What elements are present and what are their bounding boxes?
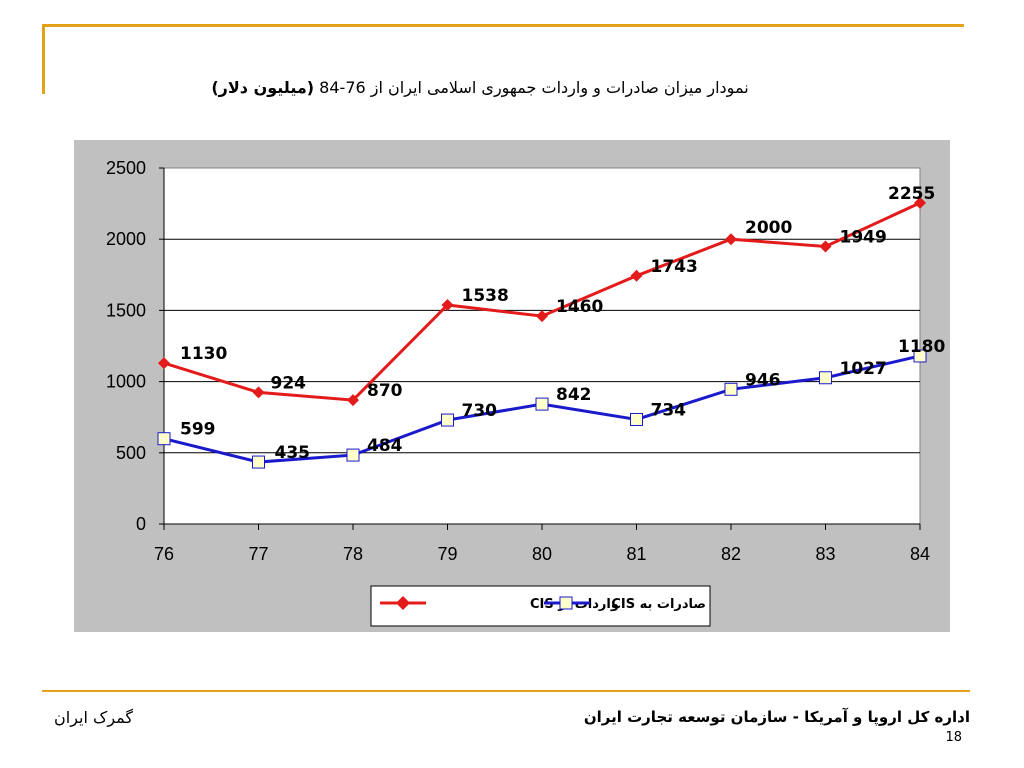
page-number: 18 (945, 730, 962, 745)
data-point-imports (536, 310, 548, 323)
x-tick-label: 81 (626, 544, 646, 564)
y-tick-label: 1500 (106, 300, 146, 320)
y-tick-label: 0 (136, 514, 146, 534)
data-label: 870 (367, 381, 403, 401)
data-point-exports (441, 413, 454, 427)
data-label: 730 (462, 401, 498, 421)
legend-marker-exports (559, 596, 573, 610)
x-tick-label: 84 (910, 544, 930, 564)
data-label: 2000 (745, 218, 792, 238)
data-point-imports (252, 386, 265, 399)
legend-marker-imports (396, 596, 410, 610)
x-tick-label: 78 (343, 544, 363, 564)
data-label: 484 (367, 436, 403, 456)
footer-department: اداره کل اروپا و آمریکا - سازمان توسعه ت… (583, 708, 970, 726)
data-point-imports (630, 269, 643, 282)
data-label: 1538 (462, 286, 509, 306)
data-point-exports (913, 349, 927, 363)
chart-title-main: نمودار میزان صادرات و واردات جمهوری اسلا… (319, 78, 749, 97)
y-tick-label: 500 (116, 443, 146, 463)
data-label: 1460 (556, 297, 603, 317)
data-point-imports (914, 196, 926, 209)
data-label: 1130 (180, 344, 227, 364)
x-tick-label: 79 (437, 544, 457, 564)
data-label: 2255 (888, 184, 935, 204)
chart-title: نمودار میزان صادرات و واردات جمهوری اسلا… (190, 78, 770, 97)
series-layer (157, 196, 927, 469)
data-point-imports (347, 394, 359, 407)
data-label: 924 (271, 373, 307, 393)
data-point-imports (158, 357, 170, 370)
x-tick-label: 76 (154, 544, 174, 564)
x-tick-label: 82 (721, 544, 741, 564)
axis-layer: 0 500 1000 1500 2000 2500 76 77 78 79 80 81 82 83 84 (106, 158, 930, 564)
chart-title-unit: (میلیون دلار) (211, 78, 315, 97)
data-label: 1027 (840, 359, 887, 379)
data-label: 734 (651, 400, 687, 420)
data-point-imports (441, 298, 454, 311)
data-point-exports (724, 382, 738, 396)
y-tick-label: 1000 (106, 372, 146, 392)
footer-organization: گمرک ایران (54, 708, 134, 727)
y-tick-label: 2500 (106, 158, 146, 178)
top-border (42, 24, 964, 27)
data-label: 842 (556, 385, 592, 405)
data-label: 946 (745, 370, 781, 390)
y-tick-label: 2000 (106, 229, 146, 249)
data-point-exports (819, 371, 832, 385)
x-tick-label: 77 (248, 544, 268, 564)
legend-box (370, 585, 711, 627)
data-point-imports (725, 233, 737, 246)
data-label: 1743 (651, 257, 698, 277)
label-layer: 1130 924 870 1538 1460 1743 2000 1949 2255 599 435… (180, 184, 945, 463)
data-point-exports (630, 412, 643, 426)
x-tick-label: 83 (815, 544, 835, 564)
data-label: 1180 (898, 337, 945, 357)
data-point-exports (535, 397, 549, 411)
data-point-exports (157, 432, 171, 446)
data-point-imports (819, 240, 832, 253)
data-label: 435 (275, 443, 311, 463)
x-tick-label: 80 (532, 544, 552, 564)
footer-divider (42, 690, 970, 692)
data-label: 1949 (840, 227, 887, 247)
data-label: 599 (180, 420, 216, 440)
legend-label-exports: صادرات به CIS (611, 597, 706, 612)
left-border (42, 24, 45, 94)
plot-area (163, 167, 921, 525)
legend: واردات از CIS صادرات به CIS (370, 585, 711, 627)
data-point-exports (252, 455, 265, 469)
data-point-exports (346, 448, 360, 462)
